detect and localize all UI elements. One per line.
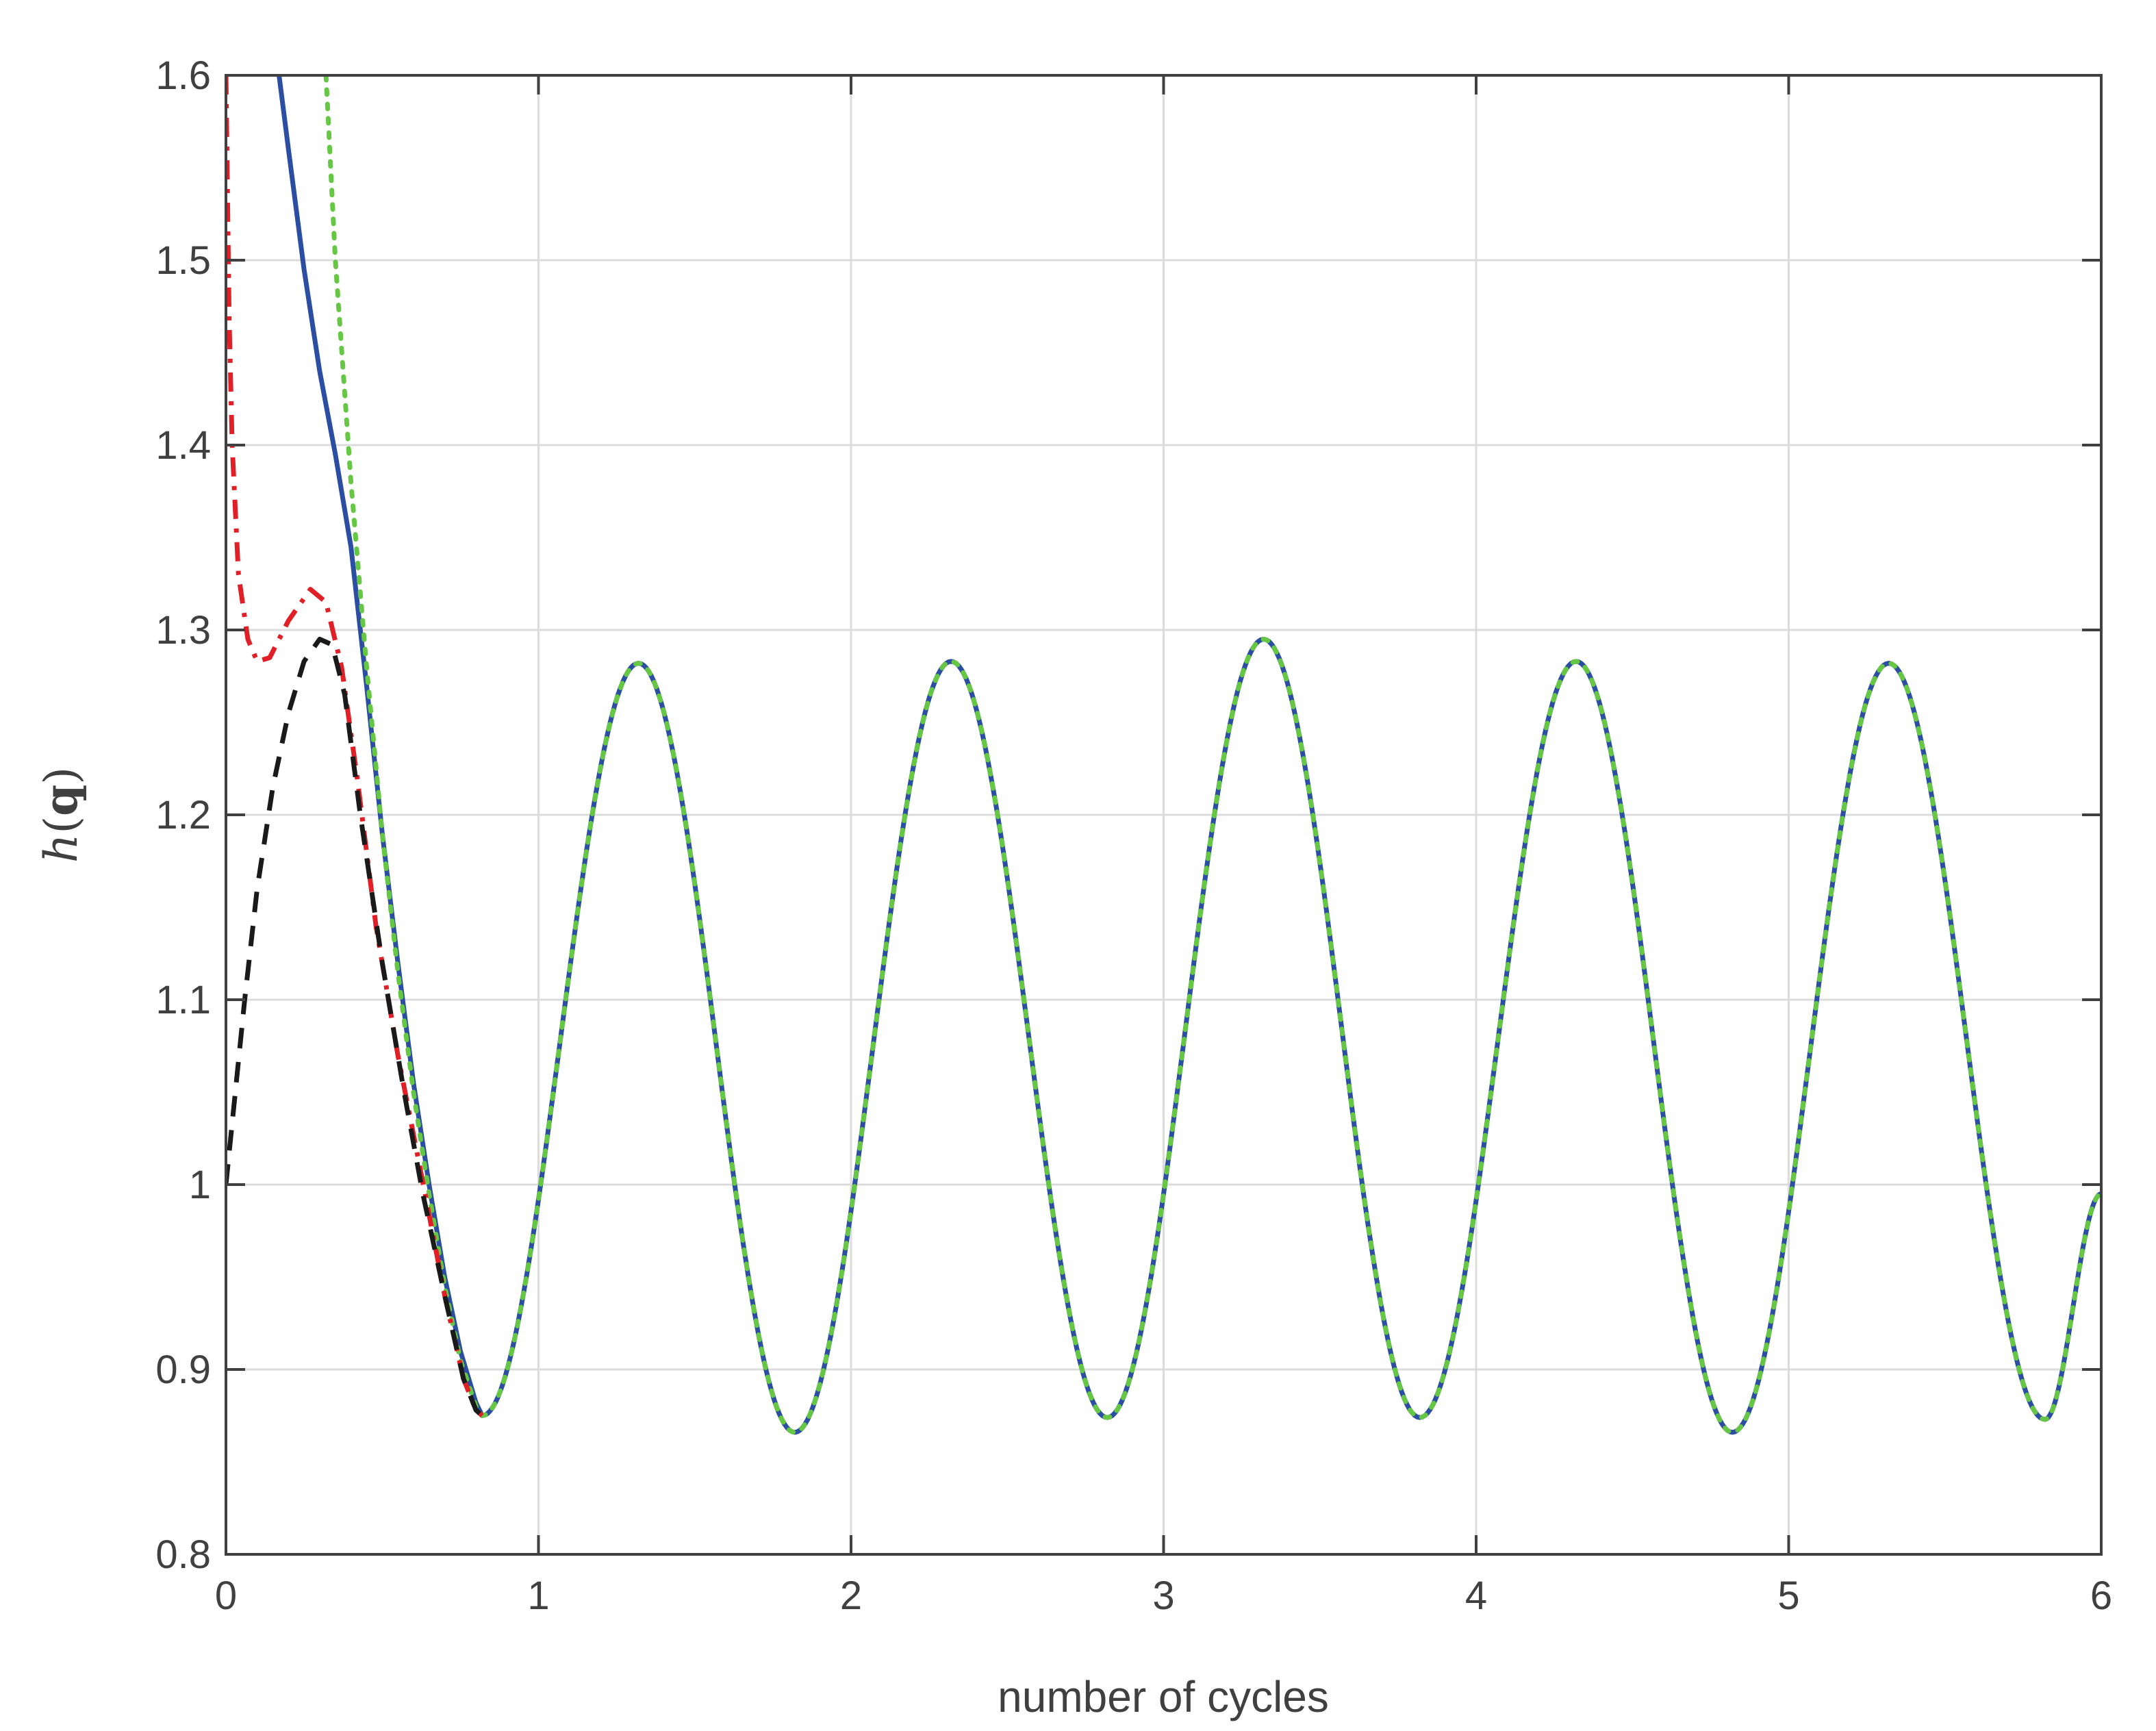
ticks xyxy=(225,74,2103,1556)
series-line-4 xyxy=(226,637,484,1418)
x-tick-label: 2 xyxy=(840,1574,862,1618)
y-tick-label: 1.6 xyxy=(155,53,211,98)
y-tick-label: 1.2 xyxy=(155,793,211,837)
x-tick-label: 4 xyxy=(1465,1574,1487,1618)
x-tick-label: 5 xyxy=(1777,1574,1799,1618)
y-axis-label-open: ( xyxy=(35,816,88,834)
y-axis-label-q: q xyxy=(34,785,88,816)
y-tick-label: 0.8 xyxy=(155,1532,211,1577)
x-tick-label: 1 xyxy=(527,1574,549,1618)
y-tick-label: 1.1 xyxy=(155,978,211,1022)
series-line-3 xyxy=(226,75,484,1418)
tick-labels: 0 1 2 3 4 5 6 0.8 0.9 1 1.1 1.2 1.3 1.4 1.5 1.6 xyxy=(155,53,2112,1618)
y-axis-label-close: ) xyxy=(35,767,88,785)
y-tick-label: 1.4 xyxy=(155,423,211,468)
x-tick-label: 0 xyxy=(215,1574,237,1618)
y-tick-label: 1 xyxy=(189,1163,211,1207)
y-tick-label: 1.5 xyxy=(155,238,211,283)
y-tick-label: 1.3 xyxy=(155,608,211,653)
y-axis-label: h(q) xyxy=(34,767,88,863)
series-line-2 xyxy=(323,75,2101,1435)
x-tick-label: 6 xyxy=(2090,1574,2112,1618)
y-tick-label: 0.9 xyxy=(155,1348,211,1392)
series-group xyxy=(226,75,2101,1435)
x-axis-label: number of cycles xyxy=(998,1672,1329,1721)
y-axis-label-h: h xyxy=(35,834,88,863)
x-tick-label: 3 xyxy=(1152,1574,1174,1618)
